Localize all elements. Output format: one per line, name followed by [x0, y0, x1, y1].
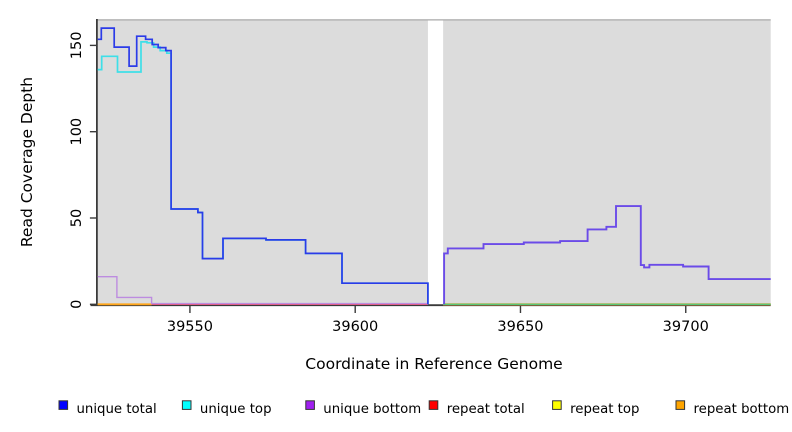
x-axis-title: Coordinate in Reference Genome: [305, 355, 562, 373]
legend: unique total unique top unique bottom repea…: [58, 400, 790, 417]
legend-swatch-repeat-total: [428, 400, 439, 410]
y-tick-label: 50: [69, 209, 85, 227]
legend-label-unique-total: unique total: [77, 402, 157, 417]
legend-label-repeat-bottom: repeat bottom: [694, 402, 790, 417]
legend-swatch-unique-top: [181, 400, 192, 410]
gray-region-left: [97, 19, 428, 305]
gray-region-right: [443, 19, 771, 305]
y-axis-title: Read Coverage Depth: [18, 77, 36, 247]
legend-swatch-repeat-bottom: [675, 400, 686, 410]
legend-label-unique-top: unique top: [200, 402, 272, 417]
series-lines: [97, 27, 771, 306]
x-tick-label: 39600: [332, 319, 378, 335]
series-path-unique-bottom-and-total-right: [443, 205, 771, 305]
legend-label-repeat-top: repeat top: [570, 402, 639, 417]
legend-swatch-unique-total: [58, 400, 69, 410]
legend-label-repeat-total: repeat total: [447, 402, 525, 417]
plot-regions: [97, 19, 771, 305]
x-tick-label: 39700: [663, 319, 709, 335]
y-tick-label: 0: [69, 300, 85, 309]
series-path-unique-bottom-left: [97, 276, 428, 305]
x-tick-label: 39650: [497, 319, 543, 335]
legend-label-unique-bottom: unique bottom: [323, 402, 421, 417]
legend-swatch-unique-bottom: [305, 400, 315, 410]
y-tick-label: 150: [69, 32, 85, 60]
legend-swatch-repeat-top: [552, 400, 562, 410]
series-path-unique-total-left: [97, 27, 429, 305]
x-tick-label: 39550: [167, 319, 213, 335]
y-tick-label: 100: [69, 118, 85, 146]
axes: 39550 39600 39650 39700 0 50 100 150: [69, 19, 771, 335]
